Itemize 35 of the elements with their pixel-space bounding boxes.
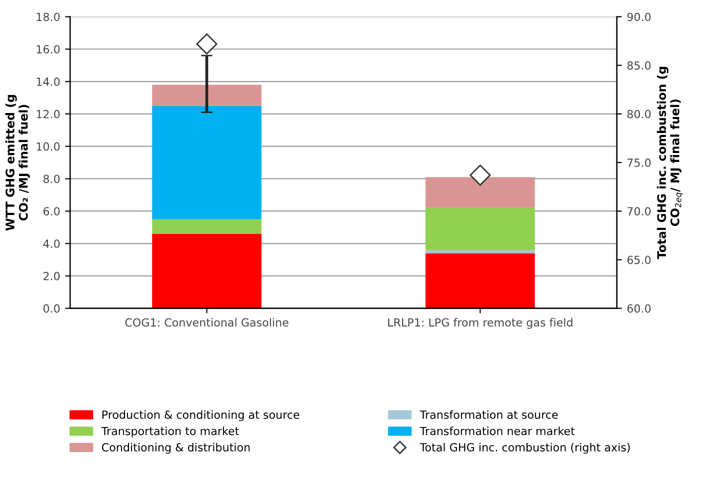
- y2-tick-label: 80.0: [627, 110, 651, 118]
- y2-tick-label: 90.0: [627, 12, 651, 22]
- legend-label: Production & conditioning at source: [102, 410, 300, 422]
- legend-label: Transportation to market: [101, 426, 239, 438]
- y2-tick-label: 60.0: [627, 304, 651, 313]
- bar: [426, 208, 535, 250]
- y-tick-label: 8.0: [43, 174, 60, 184]
- x-tick-label: COG1: Conventional Gasoline: [125, 318, 288, 327]
- bar: [152, 106, 262, 220]
- bar: [152, 219, 262, 234]
- y2-tick-label: 75.0: [628, 158, 651, 167]
- bar: [152, 234, 262, 308]
- y-tick-label: 0.0: [43, 304, 60, 313]
- bar: [426, 177, 535, 208]
- legend-label: Conditioning & distribution: [102, 442, 250, 454]
- bar: [152, 84, 262, 106]
- y-axis-title: WTT GHG emitted (g CO₂ /MJ final fuel): [5, 95, 30, 231]
- y-tick-label: 10.0: [36, 142, 60, 151]
- y-tick-label: 14.0: [36, 78, 60, 86]
- x-tick-label: LRLP1: LPG from remote gas field: [388, 318, 572, 329]
- bar: [426, 250, 535, 254]
- y-tick-label: 18.0: [36, 12, 60, 22]
- y2-tick-label: 65.0: [627, 256, 651, 264]
- y-tick-label: 12.0: [36, 110, 60, 118]
- legend-label: Transformation at source: [420, 410, 558, 419]
- y2-tick-label: 70.0: [628, 207, 651, 216]
- y-tick-label: 2.0: [44, 272, 60, 280]
- y-tick-label: 6.0: [43, 207, 60, 216]
- y-tick-label: 4.0: [43, 239, 60, 248]
- y2-axis-title: Total GHG inc. combustion (g CO$_{2eq}$/ MJ final fuel): [656, 66, 683, 260]
- y2-tick-label: 85.0: [627, 61, 651, 70]
- legend-label: Transformation near market: [420, 426, 575, 436]
- legend-label: Total GHG inc. combustion (right axis): [420, 442, 630, 454]
- y-tick-label: 16.0: [36, 45, 60, 54]
- bar: [426, 253, 535, 308]
